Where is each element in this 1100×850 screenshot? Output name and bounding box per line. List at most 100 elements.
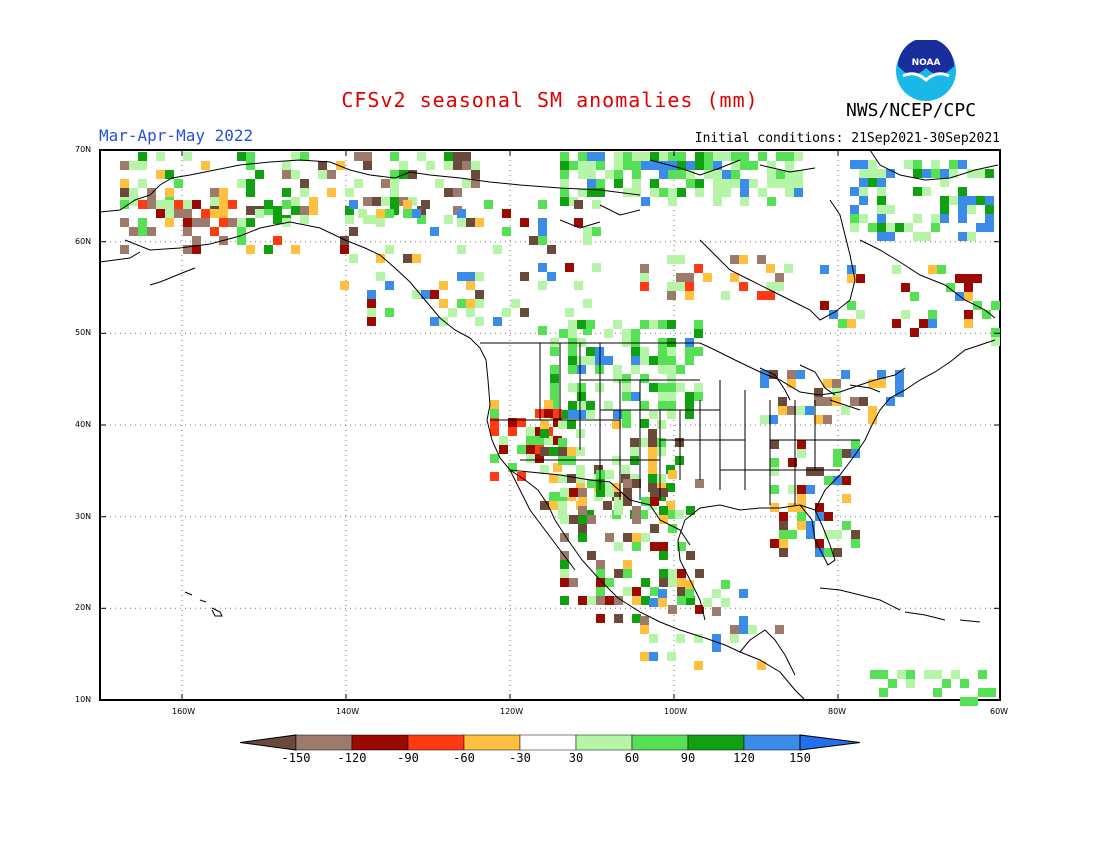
anomaly-cell <box>560 488 569 497</box>
anomaly-cell <box>685 282 694 291</box>
anomaly-cell <box>560 197 569 206</box>
anomaly-cell <box>129 227 138 236</box>
anomaly-cell <box>165 188 174 197</box>
colorbar-segment <box>687 734 745 751</box>
anomaly-cell <box>291 206 300 215</box>
anomaly-cell <box>649 634 658 643</box>
anomaly-cell <box>946 283 955 292</box>
lat-label: 30N <box>75 511 92 521</box>
anomaly-cell <box>578 170 587 179</box>
anomaly-cell <box>430 227 439 236</box>
anomaly-cell <box>300 179 309 188</box>
colorbar-right-arrow <box>799 734 861 751</box>
anomaly-cell <box>712 589 721 598</box>
anomaly-cell <box>730 255 739 264</box>
anomaly-cell <box>958 187 967 196</box>
anomaly-cell <box>928 265 937 274</box>
anomaly-cell <box>412 290 421 299</box>
anomaly-cell <box>345 188 354 197</box>
anomaly-cell <box>540 501 549 510</box>
anomaly-cell <box>183 200 192 209</box>
anomaly-cell <box>426 161 435 170</box>
anomaly-cell <box>475 272 484 281</box>
anomaly-cell <box>569 515 578 524</box>
anomaly-cell <box>913 187 922 196</box>
anomaly-cell <box>586 347 595 356</box>
anomaly-cell <box>560 515 569 524</box>
anomaly-cell <box>922 187 931 196</box>
anomaly-cell <box>824 476 833 485</box>
anomaly-cell <box>291 152 300 161</box>
anomaly-cell <box>569 161 578 170</box>
anomaly-cell <box>540 429 549 438</box>
anomaly-cell <box>586 401 595 410</box>
anomaly-cell <box>120 218 129 227</box>
lon-label: 100W <box>664 707 688 716</box>
anomaly-cell <box>677 188 686 197</box>
anomaly-cell <box>785 152 794 161</box>
anomaly-cell <box>499 436 508 445</box>
anomaly-cell <box>493 245 502 254</box>
anomaly-cell <box>973 301 982 310</box>
anomaly-cell <box>829 310 838 319</box>
anomaly-cell <box>560 569 569 578</box>
anomaly-cell <box>613 374 622 383</box>
anomaly-cell <box>471 170 480 179</box>
anomaly-cell <box>210 227 219 236</box>
anomaly-cell <box>558 510 567 519</box>
anomaly-cell <box>949 160 958 169</box>
anomaly-cell <box>565 263 574 272</box>
logo-text: NOAA <box>912 58 941 68</box>
anomaly-cell <box>695 179 704 188</box>
anomaly-cell <box>657 420 666 429</box>
anomaly-cell <box>694 392 703 401</box>
anomaly-cell <box>559 329 568 338</box>
anomaly-cell <box>851 539 860 548</box>
anomaly-cell <box>910 328 919 337</box>
anomaly-cell <box>859 397 868 406</box>
anomaly-cell <box>851 530 860 539</box>
anomaly-cell <box>658 347 667 356</box>
anomaly-cell <box>704 170 713 179</box>
anomaly-cell <box>578 161 587 170</box>
anomaly-cell <box>614 179 623 188</box>
anomaly-cell <box>847 319 856 328</box>
anomaly-cell <box>649 652 658 661</box>
anomaly-cell <box>417 152 426 161</box>
anomaly-cell <box>951 670 960 679</box>
anomaly-cell <box>520 272 529 281</box>
anomaly-cell <box>381 179 390 188</box>
anomaly-cell <box>631 329 640 338</box>
anomaly-cell <box>721 598 730 607</box>
anomaly-cell <box>435 179 444 188</box>
anomaly-cell <box>138 218 147 227</box>
anomaly-cell <box>623 188 632 197</box>
anomaly-cell <box>453 152 462 161</box>
anomaly-cell <box>457 245 466 254</box>
anomaly-cell <box>749 161 758 170</box>
anomaly-cell <box>712 607 721 616</box>
anomaly-cell <box>820 301 829 310</box>
axis-ticks <box>100 149 1001 701</box>
anomaly-cell <box>577 401 586 410</box>
anomaly-cell <box>731 179 740 188</box>
anomaly-cell <box>578 506 587 515</box>
anomaly-cell <box>815 512 824 521</box>
anomaly-cell <box>559 410 568 419</box>
anomaly-cell <box>490 400 499 409</box>
anomaly-cell <box>856 310 865 319</box>
anomaly-cell <box>535 427 544 436</box>
anomaly-cell <box>985 196 994 205</box>
anomaly-cell <box>596 614 605 623</box>
anomaly-cell <box>788 458 797 467</box>
anomaly-cell <box>632 515 641 524</box>
anomaly-cell <box>668 188 677 197</box>
anomaly-cell <box>895 223 904 232</box>
anomaly-cell <box>457 272 466 281</box>
anomaly-cell <box>623 497 632 506</box>
anomaly-cell <box>973 274 982 283</box>
anomaly-cell <box>363 152 372 161</box>
anomaly-cell <box>877 232 886 241</box>
anomaly-cell <box>659 515 668 524</box>
anomaly-cell <box>568 365 577 374</box>
